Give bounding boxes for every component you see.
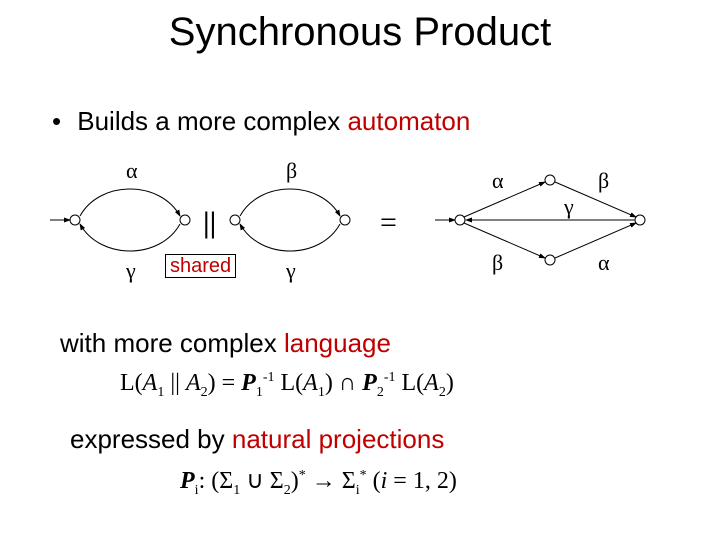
formula-language: L(A1 || A2) = P1-1 L(A1) ∩ P2-1 L(A2) <box>120 370 454 401</box>
formula-projection: Pi: (Σ1 ∪ Σ2)* → Σi* (i = 1, 2) <box>180 466 457 499</box>
bullet-prefix: Builds a more complex <box>77 106 347 136</box>
a1-edge-alpha <box>80 189 180 216</box>
a2-label-gamma: γ <box>285 258 296 283</box>
a2-node-right <box>340 215 350 225</box>
prod-edge-alpha-br <box>555 223 636 258</box>
a2-edge-gamma <box>240 224 340 251</box>
a1-node-left <box>70 215 80 225</box>
a2-label-beta: β <box>286 158 297 183</box>
shared-label: shared <box>165 254 236 278</box>
a1-label-alpha: α <box>126 158 138 183</box>
bullet-keyword: automaton <box>347 106 470 136</box>
bullet-dot: • <box>52 106 70 137</box>
prod-edge-beta-bl <box>464 223 545 258</box>
automata-diagram: α γ || β γ = <box>40 150 680 290</box>
line2-keyword: language <box>284 328 391 358</box>
prod-label-gamma: γ <box>563 194 574 219</box>
prod-label-alpha-tl: α <box>492 168 504 193</box>
line-language: with more complex language <box>60 328 391 359</box>
prod-node-top <box>545 175 555 185</box>
line2-prefix: with more complex <box>60 328 284 358</box>
parallel-op: || <box>203 206 216 239</box>
prod-label-beta-tr: β <box>598 168 609 193</box>
prod-node-left <box>455 215 465 225</box>
prod-label-alpha-br: α <box>598 250 610 275</box>
a1-node-right <box>180 215 190 225</box>
a1-edge-gamma <box>80 224 180 251</box>
prod-node-right <box>635 215 645 225</box>
page-title: Synchronous Product <box>0 10 720 55</box>
prod-node-bottom <box>545 255 555 265</box>
equals-op: = <box>380 206 397 239</box>
bullet-line: • Builds a more complex automaton <box>52 106 470 137</box>
diagram-svg: α γ || β γ = <box>40 150 680 290</box>
prod-label-beta-bl: β <box>492 250 503 275</box>
slide: Synchronous Product • Builds a more comp… <box>0 0 720 540</box>
a2-edge-beta <box>240 189 340 216</box>
line-projections: expressed by natural projections <box>70 424 444 455</box>
line3-keyword: natural projections <box>232 424 444 454</box>
line3-prefix: expressed by <box>70 424 232 454</box>
automaton-a2: β γ <box>230 158 350 283</box>
a1-label-gamma: γ <box>125 258 136 283</box>
prod-edge-alpha-tl <box>464 182 545 217</box>
automaton-product: α β β α γ <box>435 168 645 275</box>
a2-node-left <box>230 215 240 225</box>
